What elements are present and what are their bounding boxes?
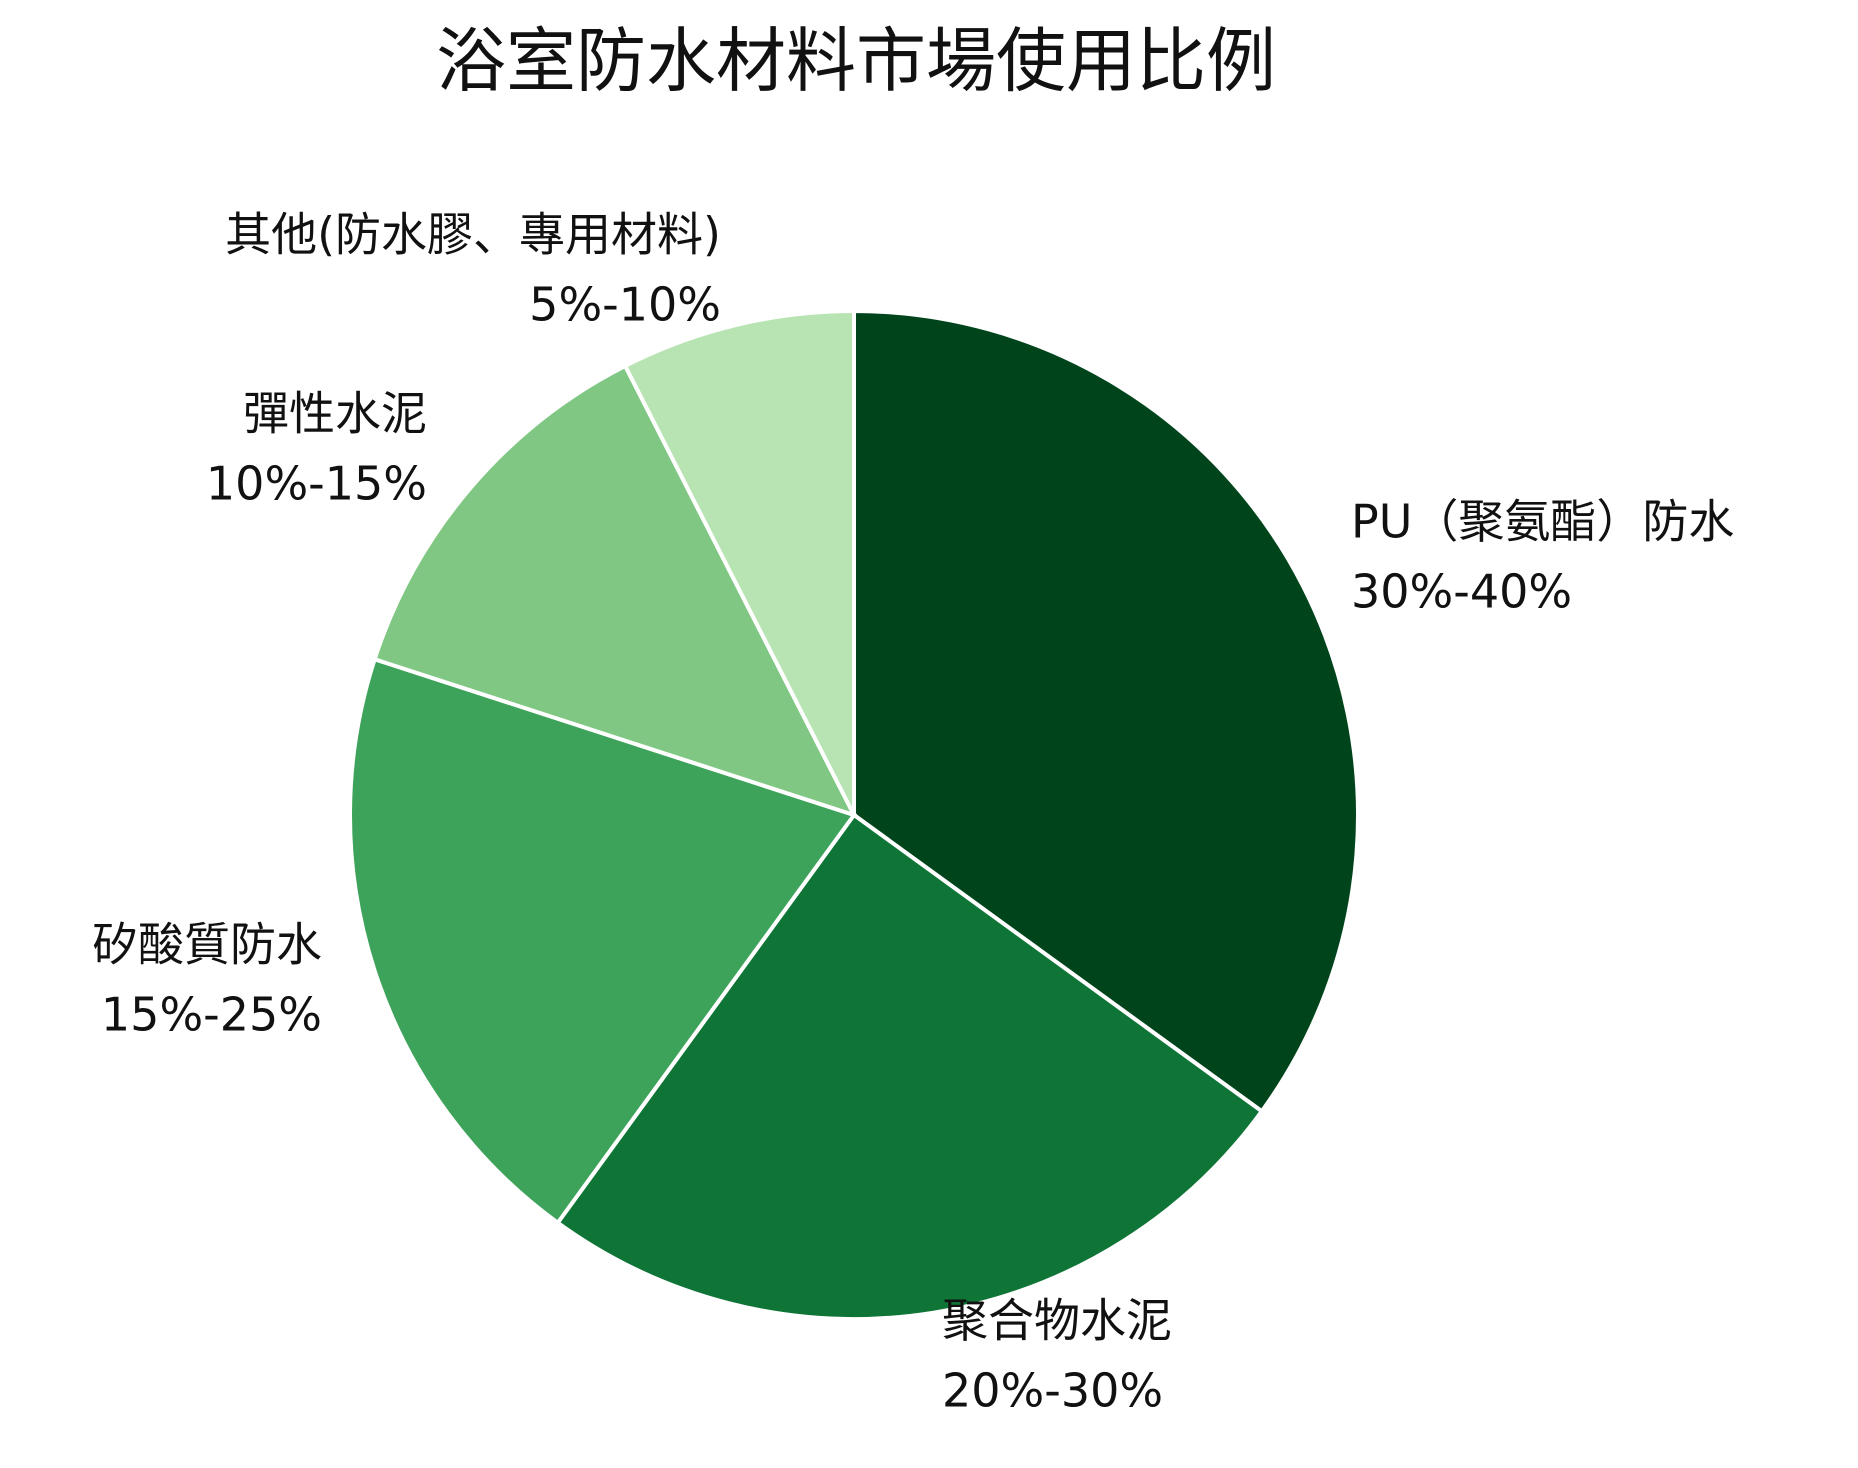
slice-label: 彈性水泥: [243, 387, 427, 441]
pie-slice: [372, 363, 858, 819]
slice-value-label: 5%-10%: [529, 278, 721, 332]
pie-slice: [622, 308, 856, 816]
pie-slice: [852, 308, 1360, 1115]
slice-value-label: 15%-25%: [101, 988, 322, 1042]
slice-value-label: 10%-15%: [206, 457, 427, 511]
pie-slice: [348, 656, 858, 1226]
pie-slice: [554, 812, 1265, 1321]
slice-label: 聚合物水泥: [942, 1294, 1172, 1348]
slice-value-label: 30%-40%: [1351, 565, 1572, 619]
chart-title: 浴室防水材料市場使用比例: [436, 20, 1276, 102]
slice-value-label: 20%-30%: [942, 1364, 1163, 1418]
slice-label: 其他(防水膠、專用材料): [225, 208, 721, 262]
slice-label: PU（聚氨酯）防水: [1351, 495, 1734, 549]
slice-label: 矽酸質防水: [92, 918, 322, 972]
